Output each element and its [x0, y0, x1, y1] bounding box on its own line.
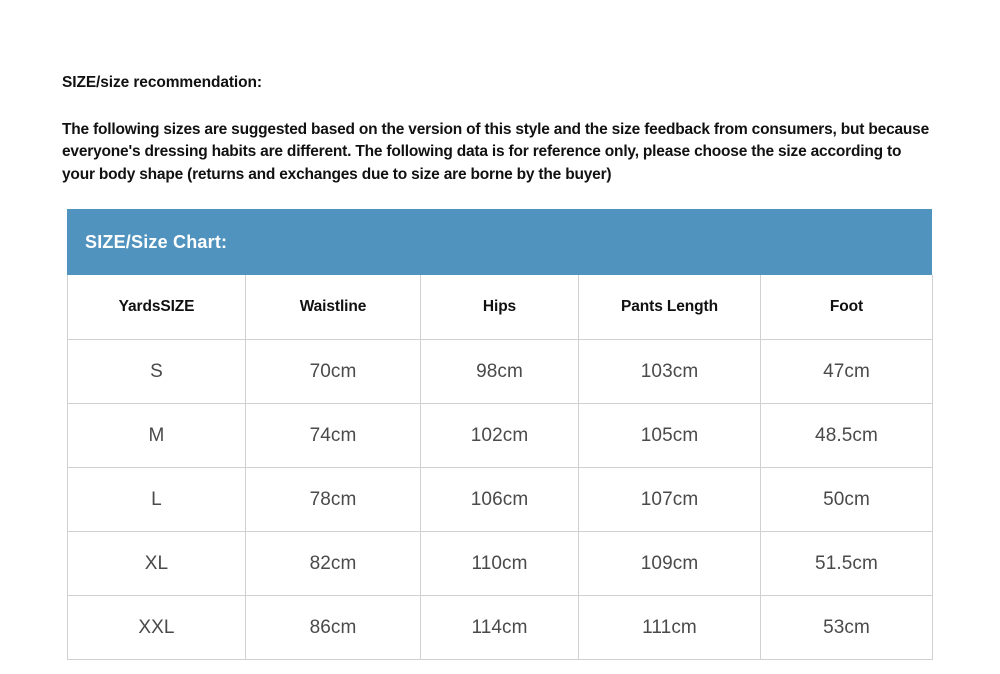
cell-size: XL: [67, 531, 246, 596]
table-row: XXL 86cm 114cm 111cm 53cm: [67, 595, 933, 660]
cell-pants-length: 105cm: [578, 403, 761, 468]
size-table-header-row: YardsSIZE Waistline Hips Pants Length Fo…: [67, 275, 933, 340]
table-row: L 78cm 106cm 107cm 50cm: [67, 467, 933, 532]
cell-size: XXL: [67, 595, 246, 660]
cell-foot: 53cm: [760, 595, 933, 660]
cell-waistline: 82cm: [245, 531, 421, 596]
size-table-body: S 70cm 98cm 103cm 47cm M 74cm 102cm 105c…: [67, 339, 933, 660]
cell-size: L: [67, 467, 246, 532]
cell-waistline: 74cm: [245, 403, 421, 468]
size-chart-container: SIZE/Size Chart: YardsSIZE Waistline Hip…: [67, 209, 933, 660]
column-header-foot: Foot: [760, 275, 933, 340]
table-row: XL 82cm 110cm 109cm 51.5cm: [67, 531, 933, 596]
table-row: S 70cm 98cm 103cm 47cm: [67, 339, 933, 404]
intro-heading: SIZE/size recommendation:: [62, 74, 262, 91]
cell-pants-length: 107cm: [578, 467, 761, 532]
cell-hips: 114cm: [420, 595, 579, 660]
cell-hips: 102cm: [420, 403, 579, 468]
size-table: YardsSIZE Waistline Hips Pants Length Fo…: [67, 275, 933, 660]
cell-pants-length: 109cm: [578, 531, 761, 596]
cell-size: M: [67, 403, 246, 468]
cell-foot: 50cm: [760, 467, 933, 532]
cell-hips: 106cm: [420, 467, 579, 532]
cell-foot: 48.5cm: [760, 403, 933, 468]
column-header-yardssize: YardsSIZE: [67, 275, 246, 340]
table-row: M 74cm 102cm 105cm 48.5cm: [67, 403, 933, 468]
intro-block: SIZE/size recommendation: The following …: [62, 74, 942, 186]
cell-pants-length: 111cm: [578, 595, 761, 660]
cell-waistline: 86cm: [245, 595, 421, 660]
cell-foot: 51.5cm: [760, 531, 933, 596]
column-header-hips: Hips: [420, 275, 579, 340]
cell-hips: 110cm: [420, 531, 579, 596]
size-chart-banner-title: SIZE/Size Chart:: [85, 231, 228, 252]
column-header-pants-length: Pants Length: [578, 275, 761, 340]
cell-waistline: 70cm: [245, 339, 421, 404]
cell-hips: 98cm: [420, 339, 579, 404]
cell-waistline: 78cm: [245, 467, 421, 532]
size-chart-banner: SIZE/Size Chart:: [67, 209, 932, 275]
intro-paragraph: The following sizes are suggested based …: [62, 120, 930, 183]
size-table-head: YardsSIZE Waistline Hips Pants Length Fo…: [67, 275, 933, 340]
cell-foot: 47cm: [760, 339, 933, 404]
cell-size: S: [67, 339, 246, 404]
cell-pants-length: 103cm: [578, 339, 761, 404]
column-header-waistline: Waistline: [245, 275, 421, 340]
